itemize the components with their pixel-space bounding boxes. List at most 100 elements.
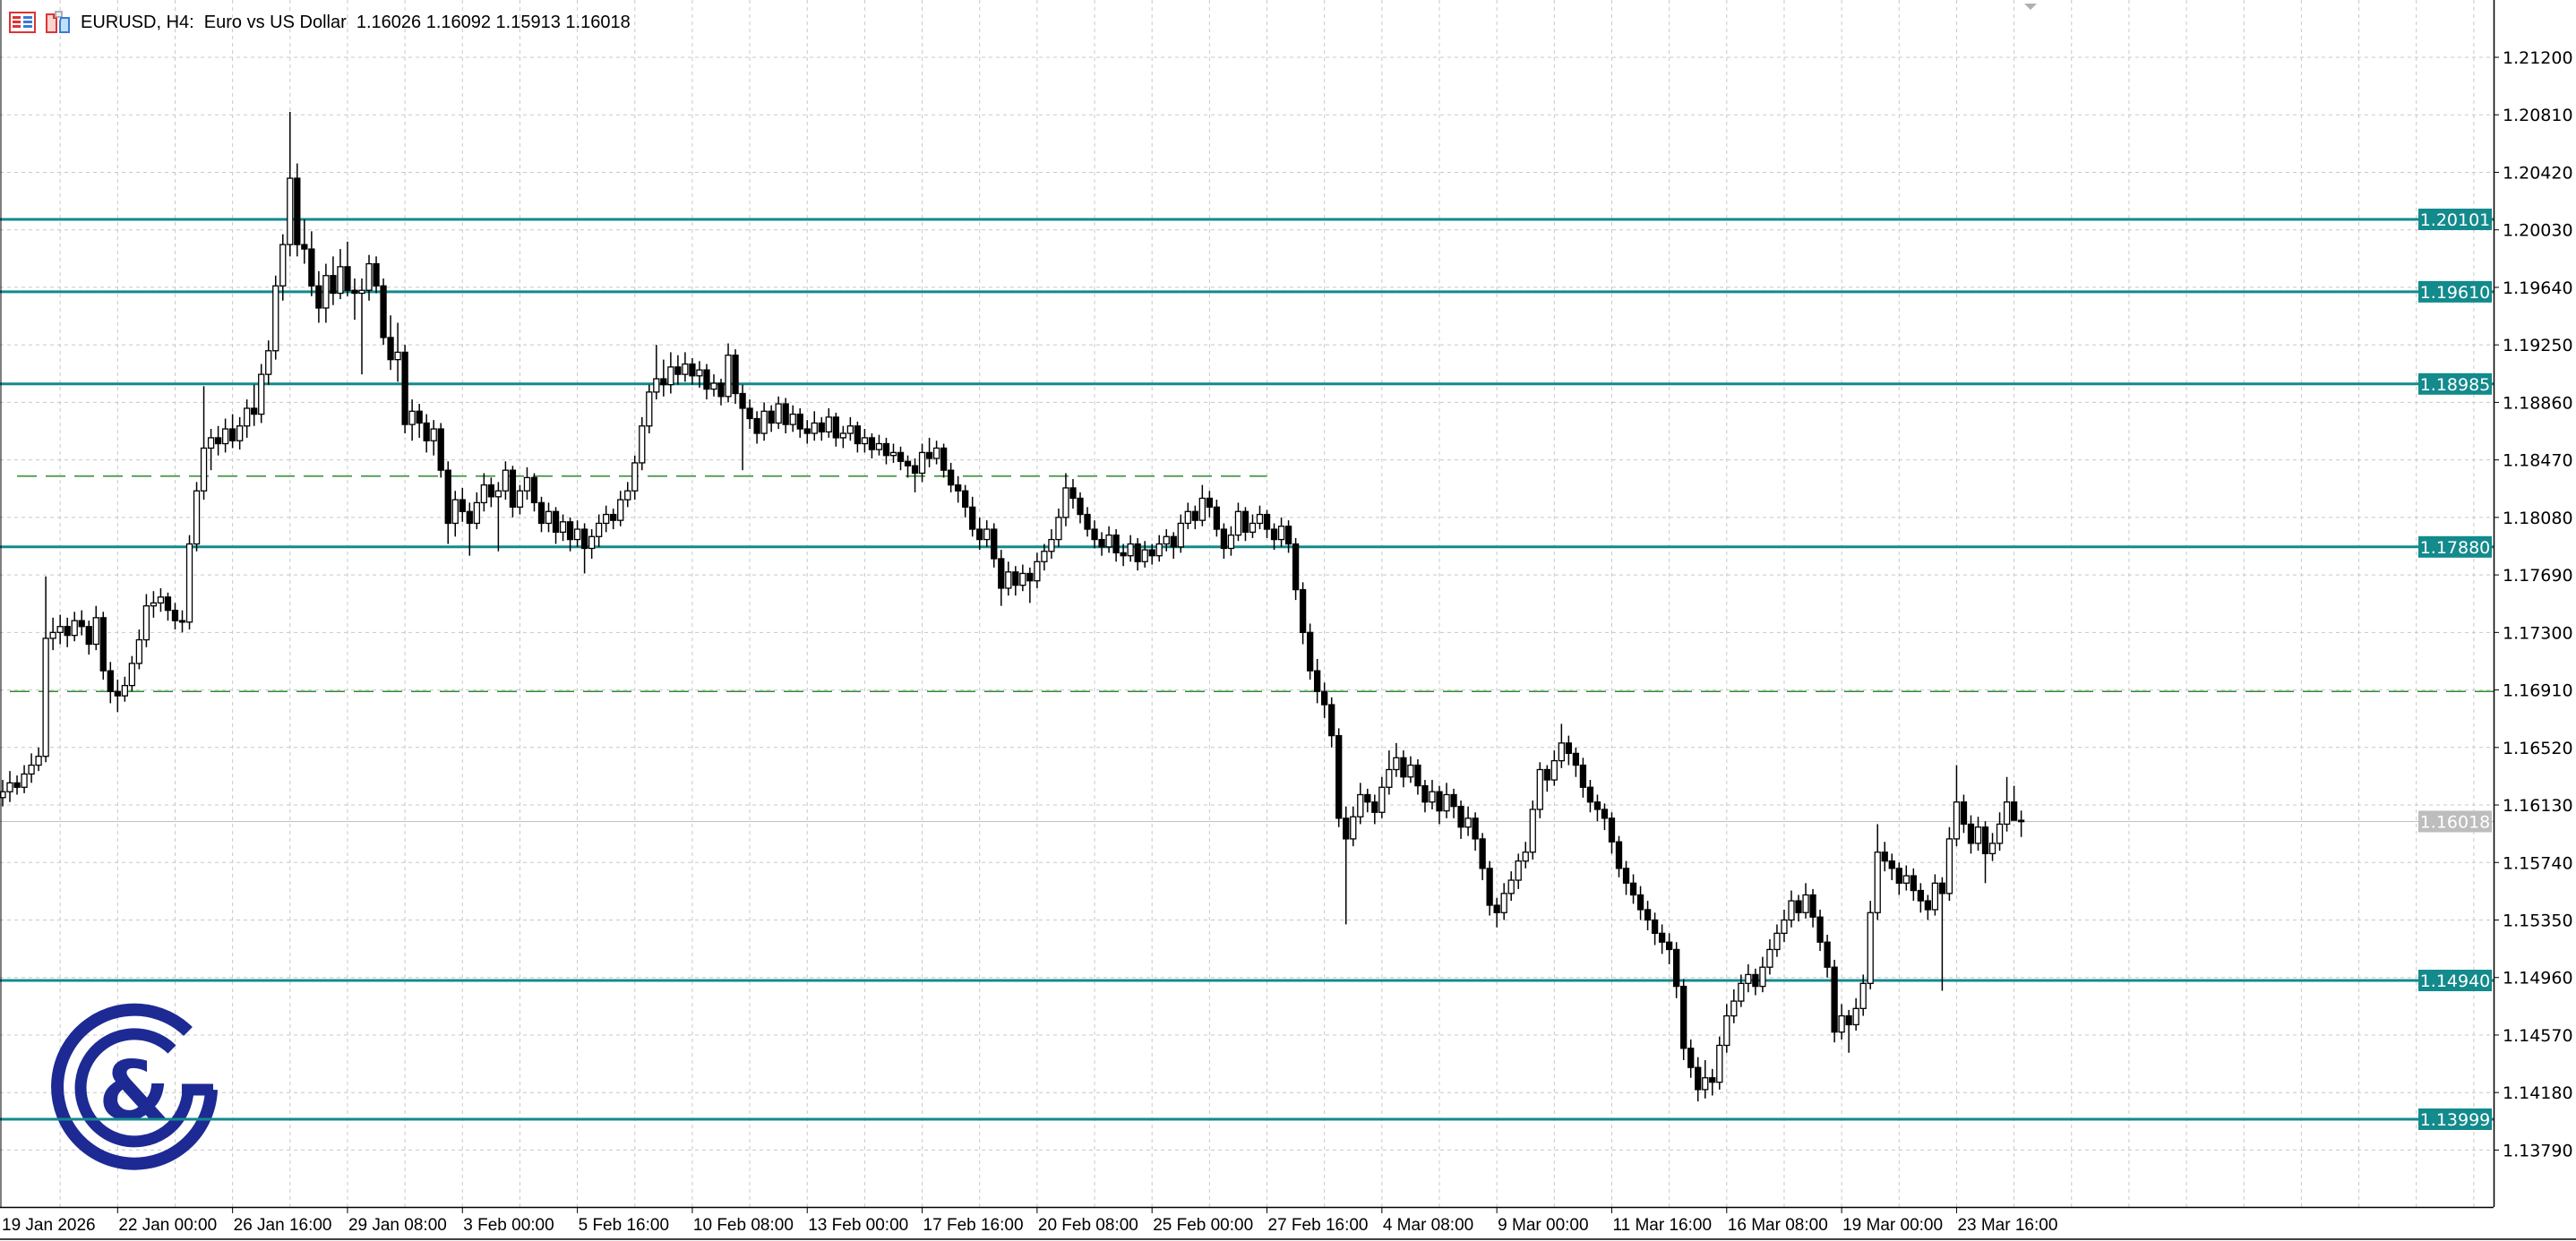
candle-body-bull	[1234, 510, 1242, 536]
candle	[236, 416, 244, 450]
candle-body-bear	[1809, 894, 1816, 918]
candle	[221, 418, 229, 453]
candle-body-bear	[610, 513, 617, 521]
candle-body-bull	[1507, 879, 1515, 894]
candle-body-bull	[710, 382, 717, 390]
candle	[337, 249, 344, 300]
candle-body-bull	[221, 428, 229, 445]
time-tick-label: 19 Mar 00:00	[1842, 1216, 1943, 1235]
candle	[1831, 959, 1838, 1043]
candle	[1824, 934, 1831, 978]
candle	[71, 612, 78, 642]
candle	[1895, 862, 1902, 895]
candle-body-bull	[157, 596, 165, 604]
candle	[1730, 989, 1738, 1023]
candle	[1781, 909, 1788, 943]
candle	[573, 520, 581, 547]
candle-body-bull	[811, 422, 818, 434]
chart-shift-marker-icon[interactable]	[2024, 4, 2037, 10]
candle	[430, 420, 437, 456]
candle-body-bull	[1996, 823, 2004, 844]
candle-body-bull	[1745, 973, 1752, 984]
candle-body-bear	[1845, 1014, 1852, 1026]
market-watch-icon[interactable]	[9, 11, 36, 34]
candle	[142, 594, 150, 647]
candle-body-bull	[337, 266, 344, 295]
candle-body-bull	[1005, 571, 1012, 589]
candle-body-bull	[516, 490, 524, 508]
candle-body-bull	[1838, 1014, 1845, 1033]
time-tick-label: 11 Mar 16:00	[1612, 1216, 1712, 1235]
candle	[1644, 901, 1652, 931]
candle-body-bull	[193, 490, 201, 545]
candle-body-bull	[1386, 768, 1393, 788]
candle-body-bear	[1364, 793, 1371, 803]
candle-body-bull	[135, 638, 143, 664]
candle	[660, 359, 667, 397]
candle	[35, 747, 42, 772]
candle-body-bull	[1034, 561, 1041, 582]
candle-body-bull	[1378, 786, 1386, 813]
horizontal-levels	[0, 218, 2494, 1121]
bid-price-label: 1.16018	[2420, 812, 2491, 832]
candle-body-bear	[904, 460, 912, 466]
candle-body-bear	[1881, 852, 1888, 862]
candle	[473, 492, 480, 530]
candle	[1629, 874, 1637, 904]
candle	[1041, 543, 1048, 571]
candle	[13, 775, 21, 795]
time-axis[interactable]: 19 Jan 2026 22 Jan 00:00 26 Jan 16:00 29 Ja…	[2, 1207, 2057, 1235]
price-axis[interactable]: 1.21200 1.20810 1.20420 1.20030 1.19640 1.192…	[2494, 48, 2573, 1160]
candle-body-bear	[315, 285, 322, 309]
candle-body-bear	[537, 501, 545, 525]
candle	[588, 529, 596, 559]
price-tick-label: 1.20030	[2503, 221, 2573, 241]
candle	[2003, 776, 2011, 832]
candle	[552, 507, 560, 544]
candle	[2017, 810, 2025, 837]
level-price-label-bg	[2418, 970, 2492, 992]
candle	[1500, 883, 1507, 920]
candle	[617, 491, 624, 526]
candle-body-bull	[322, 275, 330, 309]
candle-body-bull	[1852, 1007, 1859, 1026]
candle-body-bear	[1709, 1077, 1716, 1083]
candle-body-bull	[1277, 526, 1285, 541]
candle-body-bull	[646, 391, 653, 427]
one-click-trading-icon[interactable]	[45, 11, 72, 34]
candle-body-bear	[1314, 670, 1321, 692]
candle	[1486, 860, 1493, 916]
candle-body-bear	[940, 447, 948, 471]
candle-body-bear	[882, 442, 890, 457]
candle	[1673, 942, 1680, 998]
candle	[1867, 901, 1874, 989]
candle-body-bull	[1723, 1014, 1730, 1047]
candle-body-bear	[401, 351, 408, 425]
candle	[1608, 812, 1616, 854]
candle-body-bear	[1343, 817, 1350, 840]
candle	[782, 398, 789, 433]
candle-body-bull	[451, 499, 459, 525]
candle	[1249, 514, 1257, 538]
candle	[1241, 507, 1249, 542]
candle	[207, 429, 215, 471]
candle-body-bear	[1284, 526, 1292, 545]
candle	[437, 423, 444, 478]
time-tick-label: 5 Feb 16:00	[579, 1216, 669, 1235]
candle	[918, 443, 926, 483]
candle	[1306, 623, 1314, 680]
candle-body-bear	[99, 617, 107, 672]
candle	[739, 384, 746, 471]
candle-body-bear	[487, 484, 495, 498]
candle	[969, 496, 976, 537]
candle	[1091, 520, 1098, 549]
candle	[387, 315, 394, 371]
candle-body-bull	[1105, 534, 1112, 548]
candle	[1709, 1068, 1716, 1096]
candle	[1981, 821, 1989, 884]
candle	[1788, 890, 1795, 928]
candle-body-bear	[1069, 487, 1077, 500]
candle-body-bear	[1493, 904, 1500, 913]
candle	[1234, 502, 1242, 542]
